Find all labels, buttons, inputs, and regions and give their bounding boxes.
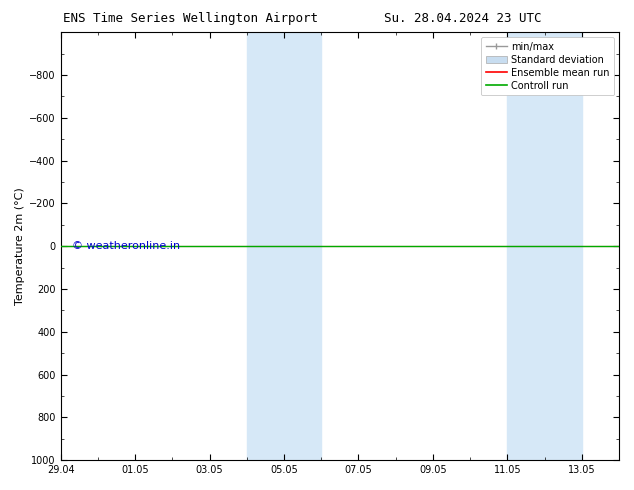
Legend: min/max, Standard deviation, Ensemble mean run, Controll run: min/max, Standard deviation, Ensemble me… bbox=[481, 37, 614, 96]
Bar bbox=[507, 32, 582, 460]
Bar bbox=[247, 32, 321, 460]
Y-axis label: Temperature 2m (°C): Temperature 2m (°C) bbox=[15, 187, 25, 305]
Text: ENS Time Series Wellington Airport: ENS Time Series Wellington Airport bbox=[63, 12, 318, 25]
Text: Su. 28.04.2024 23 UTC: Su. 28.04.2024 23 UTC bbox=[384, 12, 541, 25]
Text: © weatheronline.in: © weatheronline.in bbox=[72, 241, 180, 251]
